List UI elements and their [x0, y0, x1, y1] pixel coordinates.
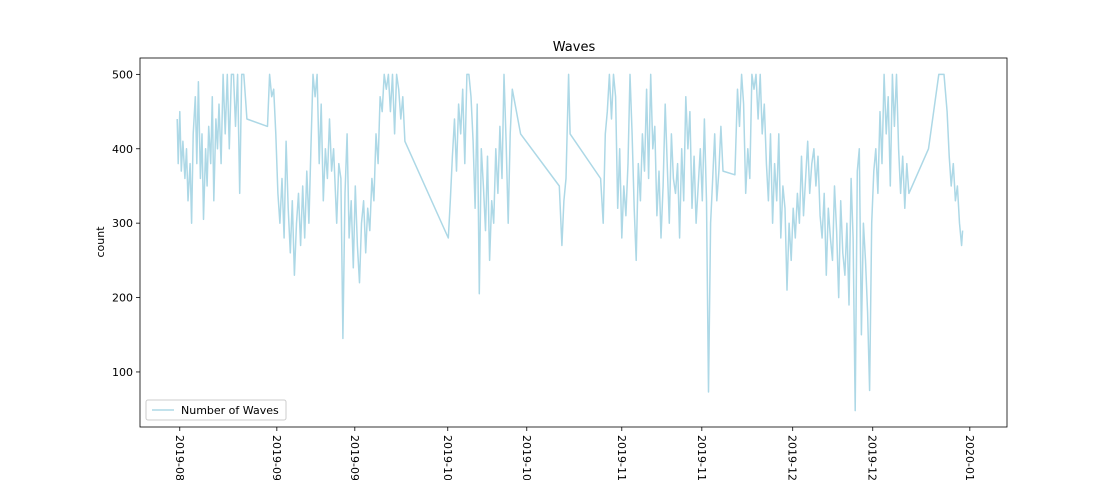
x-tick-label: 2019-10	[520, 435, 533, 480]
y-axis-label: count	[94, 226, 107, 258]
x-tick-label: 2019-10	[441, 435, 454, 480]
x-tick-label: 2019-09	[348, 435, 361, 480]
y-tick-label: 500	[112, 68, 133, 81]
legend-box	[145, 399, 287, 421]
data-line	[176, 73, 964, 412]
y-tick-label: 300	[112, 217, 133, 230]
x-tick-label: 2019-11	[695, 435, 708, 480]
x-tick-label: 2020-01	[963, 435, 976, 480]
x-tick-label: 2019-09	[270, 435, 283, 480]
y-tick-label: 100	[112, 366, 133, 379]
plot-frame	[139, 57, 1008, 428]
y-tick-label: 400	[112, 143, 133, 156]
x-tick-label: 2019-11	[615, 435, 628, 480]
x-tick-label: 2019-12	[866, 435, 879, 480]
legend-label: Number of Waves	[181, 404, 279, 417]
chart-title: Waves	[553, 40, 596, 55]
x-tick-label: 2019-12	[786, 435, 799, 480]
y-tick-label: 200	[112, 292, 133, 305]
x-tick-label: 2019-08	[173, 435, 186, 480]
